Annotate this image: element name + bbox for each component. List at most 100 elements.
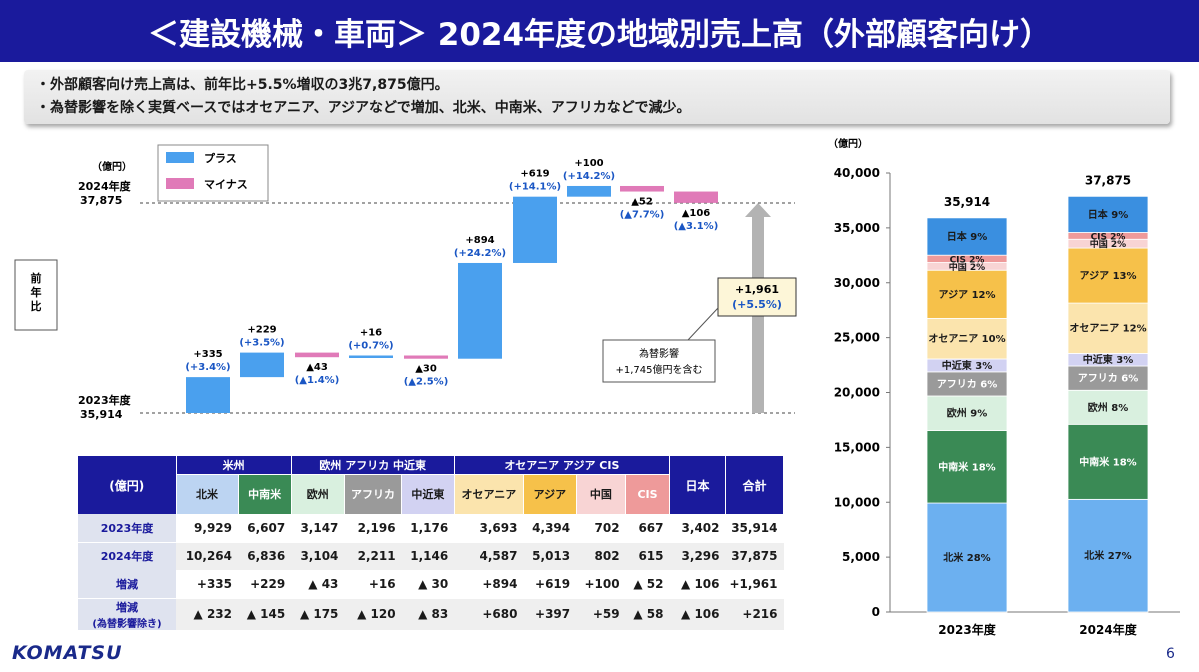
table-cell: ▲ 106 [669, 598, 726, 630]
table-row: 増減 (為替影響除き) ▲ 232 ▲ 145 ▲ 175 ▲ 120 ▲ 83 +680 +3… [78, 598, 784, 630]
table-corner-header: (億円) [78, 456, 177, 514]
stacked-segment-label: 欧州 9% [947, 407, 987, 420]
stacked-segment-label: 欧州 8% [1088, 401, 1128, 414]
waterfall-bar [513, 196, 557, 263]
table-cell: 615 [625, 542, 670, 570]
table-cell: 1,176 [401, 514, 455, 543]
table-cell: +59 [576, 598, 626, 630]
stacked-segment-label: 北米 27% [1084, 549, 1131, 562]
table-cell: 2,211 [344, 542, 402, 570]
table-row-label-line: 増減 [116, 600, 138, 614]
table-row-label: 増減 (為替影響除き) [78, 598, 176, 630]
end-year-label: 2024年度 [78, 179, 132, 193]
stacked-segment-label: 中近東 3% [942, 359, 992, 372]
stacked-segment-label: 北米 28% [943, 551, 990, 564]
stacked-segment-label: 中近東 3% [1083, 353, 1133, 366]
table-cell: +1,961 [725, 570, 784, 599]
table-cell: 9,929 [176, 514, 238, 543]
stacked-segment [1067, 247, 1149, 304]
stacked-segment-label: 中南米 18% [938, 460, 995, 473]
y-tick-label: 40,000 [834, 166, 880, 180]
table-cell: +619 [523, 570, 577, 599]
waterfall-pct-label: (▲7.7%) [620, 210, 665, 221]
table-cell: ▲ 145 [238, 598, 292, 630]
legend-label: プラス [204, 151, 237, 165]
waterfall-pct-label: (+14.2%) [563, 171, 615, 182]
slide-title: ＜建設機械・車両＞ 2024年度の地域別売上高（外部顧客向け） [0, 0, 1199, 62]
summary-box: ・外部顧客向け売上高は、前年比+5.5%増収の3兆7,875億円。 ・為替影響を… [24, 70, 1170, 124]
waterfall-pct-label: (▲1.4%) [295, 375, 340, 386]
waterfall-value-label: +335 [193, 349, 222, 360]
y-tick-label: 10,000 [834, 495, 880, 509]
table-cell: 2,196 [344, 514, 402, 543]
y-tick-label: 30,000 [834, 276, 880, 290]
x-category-label: 2023年度 [938, 622, 996, 637]
table-cell: ▲ 52 [625, 570, 670, 599]
table-region-header: 中南米 [238, 474, 292, 514]
table-row: 2023年度 9,929 6,607 3,147 2,196 1,176 3,693 4,39… [78, 514, 784, 543]
waterfall-bar [620, 185, 664, 192]
table-cell: +680 [454, 598, 524, 630]
stacked-segment [926, 269, 1008, 319]
table-cell: +229 [238, 570, 292, 599]
table-total-header: 合計 [725, 456, 784, 514]
legend-label: マイナス [204, 178, 248, 191]
stacked-segment-label: アジア 12% [938, 289, 995, 301]
waterfall-value-label: ▲43 [306, 362, 328, 373]
start-value-label: 35,914 [80, 408, 123, 421]
waterfall-value-label: +229 [247, 325, 276, 336]
stacked-segment-label: アフリカ 6% [1078, 373, 1138, 385]
stacked-segment [1067, 365, 1149, 391]
waterfall-pct-label: (+24.2%) [454, 248, 506, 259]
waterfall-bar [295, 352, 339, 358]
table-region-header: アフリカ [344, 474, 403, 514]
table-cell: ▲ 120 [344, 598, 402, 630]
table-row-label-line: 増減 [116, 577, 138, 591]
table-cell: 1,146 [401, 542, 455, 570]
stacked-segment-label: アジア 13% [1079, 270, 1136, 282]
table-cell: 4,394 [523, 514, 577, 543]
stacked-segment [926, 502, 1008, 613]
table-row-label-line: 2024年度 [100, 550, 154, 564]
stacked-segment-label: 中南米 18% [1079, 455, 1136, 468]
fx-callout-line-2: +1,745億円を含む [615, 363, 702, 376]
table-row-label: 2024年度 [78, 542, 176, 570]
stacked-total-label: 35,914 [944, 195, 990, 209]
waterfall-value-label: +894 [465, 235, 494, 246]
table-region-header: 北米 [176, 474, 239, 514]
table-cell: ▲ 175 [291, 598, 345, 630]
table-group-header: 米州 [176, 456, 292, 475]
y-tick-label: 15,000 [834, 440, 880, 454]
waterfall-bar [674, 191, 718, 203]
stacked-segment [926, 217, 1008, 256]
table-cell: ▲ 83 [401, 598, 455, 630]
waterfall-pct-label: (+14.1%) [509, 182, 561, 193]
waterfall-bar [404, 355, 448, 359]
table-cell: ▲ 58 [625, 598, 670, 630]
stacked-bar-chart: （億円） 0 5,000 10,000 15,000 20,000 25,000 30,000… [810, 130, 1199, 645]
table-cell: 6,836 [238, 542, 292, 570]
table-row-label-line: (為替影響除き) [92, 618, 162, 630]
stacked-segment-label: CIS 2% [1091, 232, 1126, 242]
table-cell: ▲ 30 [401, 570, 455, 599]
total-change-box [717, 277, 797, 317]
stacked-unit-label: （億円） [828, 137, 868, 150]
waterfall-bar [458, 262, 502, 359]
regional-sales-table: (億円) 米州 欧州 アフリカ 中近東 オセアニア アジア CIS 日本 合計 北米 中南米欧… [78, 456, 784, 630]
waterfall-chart: （億円） 2024年度 37,875 2023年度 35,914 前年比 プラス マイナス +3… [0, 130, 800, 450]
stacked-segment [926, 371, 1008, 397]
table-group-header: オセアニア アジア CIS [454, 456, 671, 475]
table-cell: 3,296 [669, 542, 726, 570]
stacked-segment-label: CIS 2% [950, 255, 985, 265]
waterfall-value-label: +619 [520, 169, 549, 180]
waterfall-value-label: ▲52 [631, 197, 653, 208]
table-cell: 6,607 [238, 514, 292, 543]
legend-swatch [166, 178, 194, 189]
y-tick-label: 25,000 [834, 331, 880, 345]
table-cell: +100 [576, 570, 626, 599]
table-cell: ▲ 106 [669, 570, 726, 599]
table-cell: 3,104 [291, 542, 345, 570]
table-cell: +216 [725, 598, 784, 630]
table-cell: +397 [523, 598, 577, 630]
stacked-bar-chart-svg: （億円） 0 5,000 10,000 15,000 20,000 25,000 30,000… [828, 137, 1180, 637]
